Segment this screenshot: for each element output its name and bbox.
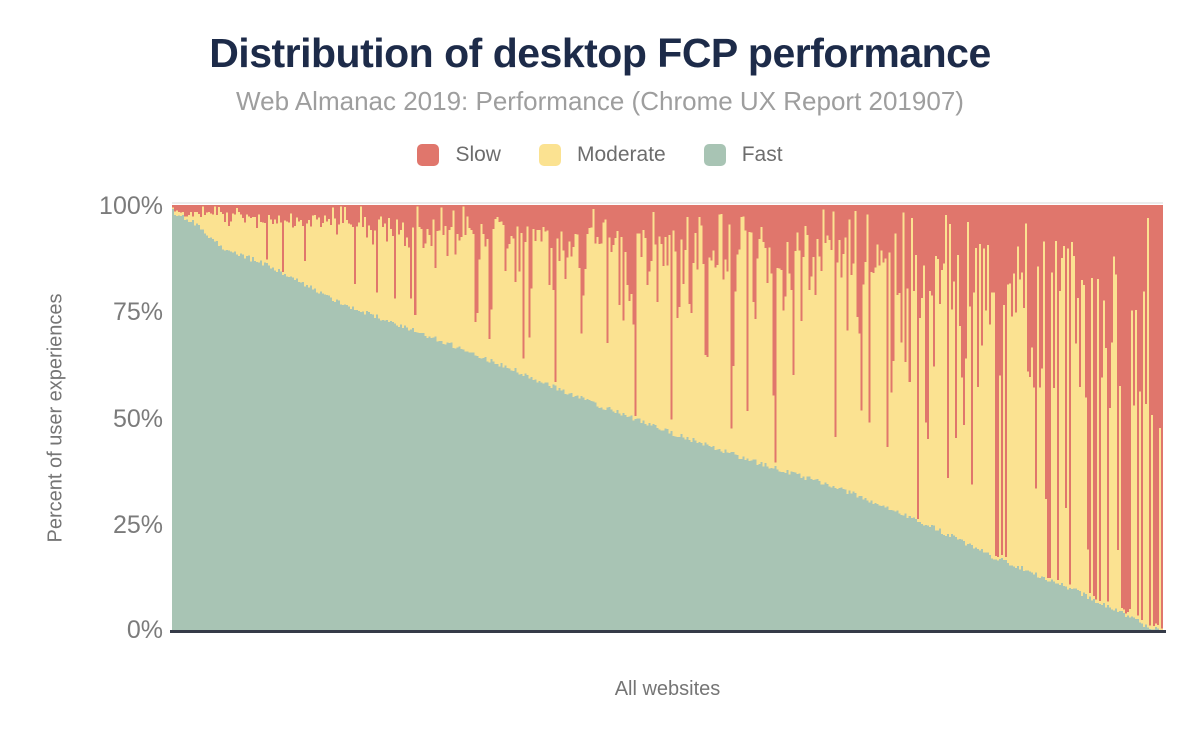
legend-swatch-moderate (538, 144, 561, 166)
legend-item-moderate: Moderate (538, 143, 666, 167)
legend-swatch-slow (417, 144, 440, 166)
stacked-bar-canvas (172, 205, 1163, 632)
y-tick-50: 50% (112, 405, 163, 433)
x-axis-line (170, 630, 1166, 633)
y-tick-100: 100% (99, 192, 163, 220)
legend-item-slow: Slow (417, 143, 501, 167)
legend: Slow Moderate Fast (0, 143, 1200, 167)
chart-title: Distribution of desktop FCP performance (209, 30, 991, 76)
y-tick-75: 75% (112, 298, 163, 326)
legend-label-moderate: Moderate (576, 143, 666, 166)
legend-label-fast: Fast (741, 143, 783, 166)
legend-item-fast: Fast (703, 143, 783, 167)
y-tick-25: 25% (112, 511, 163, 539)
gridline-100-percent (172, 202, 1163, 204)
chart-subtitle: Web Almanac 2019: Performance (Chrome UX… (236, 86, 964, 116)
legend-label-slow: Slow (455, 143, 501, 166)
legend-swatch-fast (703, 144, 726, 166)
x-axis-title: All websites (614, 678, 721, 700)
y-tick-0: 0% (126, 616, 163, 644)
